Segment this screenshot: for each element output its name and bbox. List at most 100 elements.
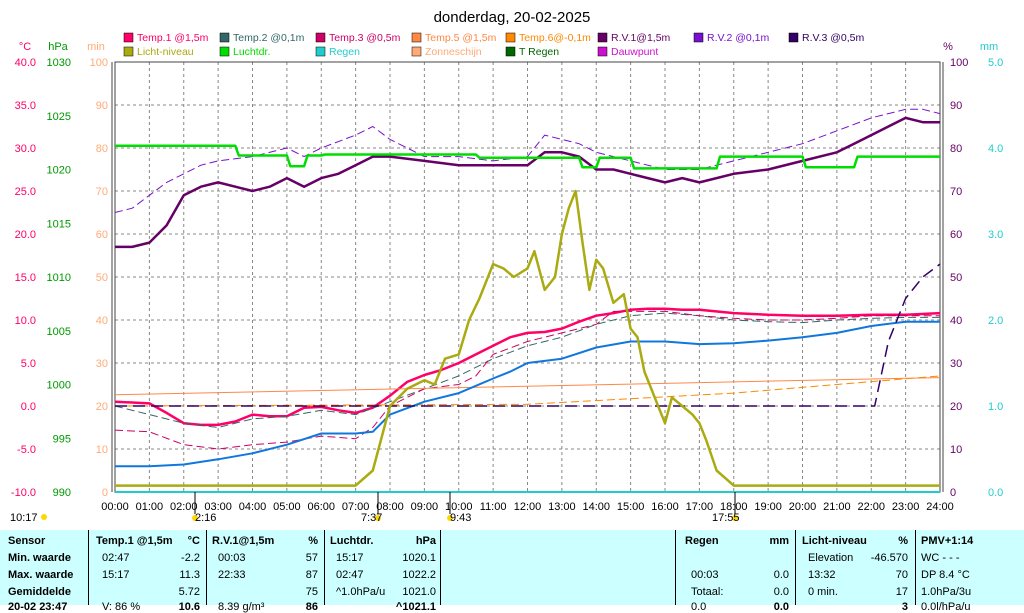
summary-table: Sensor Min. waarde Max. waarde Gemiddelde 20…: [0, 530, 1024, 613]
sun-event-label: 7:37: [361, 512, 382, 524]
sun-event-label: 10:17: [10, 512, 38, 524]
rv-unit: %: [308, 535, 318, 547]
y-tick-mm: 5.0: [988, 57, 1003, 69]
sun-event-label: 9:43: [450, 512, 471, 524]
regen-time: 00:03: [691, 569, 719, 581]
temp-time: 15:17: [102, 569, 130, 581]
pmv-row: DP 8.4 °C: [921, 569, 970, 581]
y-tick-mm: 4.0: [988, 143, 1003, 155]
table-divider: [795, 530, 796, 605]
temp-header: Temp.1 @1,5m: [96, 535, 173, 547]
y-tick-min: 50: [96, 272, 108, 284]
regen-unit: mm: [769, 535, 789, 547]
licht-value: 17: [895, 586, 908, 598]
table-divider: [915, 530, 916, 605]
druk-time: 02:47: [336, 569, 364, 581]
series-line: [115, 263, 941, 407]
x-tick-label: 14:00: [582, 501, 610, 513]
x-tick-label: 16:00: [651, 501, 679, 513]
y-tick-mm: 0.0: [988, 487, 1003, 499]
rv-value: 75: [305, 586, 318, 598]
y-tick-hpa: 1020: [47, 165, 71, 177]
x-tick-label: 24:00: [926, 501, 954, 513]
legend-swatch: [123, 32, 134, 43]
y-tick-hpa: 1010: [47, 272, 71, 284]
y-tick-min: 100: [90, 57, 108, 69]
legend-label: R.V.3 @0,5m: [802, 32, 864, 44]
x-tick-label: 05:00: [273, 501, 301, 513]
y-tick-pct: 80: [950, 143, 962, 155]
table-divider: [440, 530, 441, 605]
y-tick-pct: 20: [950, 401, 962, 413]
series-line: [115, 144, 940, 170]
x-tick-label: 13:00: [548, 501, 576, 513]
rv-value: 87: [305, 569, 318, 581]
unit-celsius: °C: [19, 41, 31, 53]
y-tick-temp_c: -5.0: [17, 444, 36, 456]
licht-header: Licht-niveau: [802, 535, 867, 547]
licht-value: 3: [901, 601, 908, 613]
weather-chart: donderdag, 20-02-2025 Temp.1 @1,5m Temp.2 …: [10, 9, 1003, 524]
regen-time: 0.0: [691, 601, 707, 613]
licht-time: 13:32: [808, 569, 836, 581]
x-tick-label: 00:00: [101, 501, 129, 513]
y-tick-min: 60: [96, 229, 108, 241]
sun-icon: [375, 515, 381, 521]
x-tick-label: 07:00: [342, 501, 370, 513]
druk-value: 1021.0: [402, 586, 436, 598]
table-divider: [324, 530, 325, 605]
sun-icon: [41, 514, 47, 520]
y-tick-temp_c: 35.0: [15, 100, 36, 112]
legend-label: Dauwpunt: [611, 46, 658, 58]
y-tick-mm: 3.0: [988, 229, 1003, 241]
y-tick-pct: 30: [950, 358, 962, 370]
regen-header: Regen: [685, 535, 719, 547]
series-line: [114, 307, 941, 427]
series-line: [114, 312, 940, 428]
legend-swatch: [315, 46, 326, 57]
legend-label: Regen: [329, 46, 360, 58]
chart-title: donderdag, 20-02-2025: [434, 9, 591, 26]
druk-unit: hPa: [415, 535, 436, 547]
y-tick-temp_c: 20.0: [15, 229, 36, 241]
rv-time: 00:03: [218, 552, 246, 564]
legend-swatch: [315, 32, 326, 43]
x-tick-label: 04:00: [239, 501, 267, 513]
x-tick-label: 17:00: [686, 501, 714, 513]
x-tick-label: 12:00: [514, 501, 542, 513]
legend-label: R.V.1@1,5m: [611, 32, 671, 44]
x-tick-label: 11:00: [480, 501, 507, 513]
x-tick-label: 08:00: [376, 501, 404, 513]
licht-value: 70: [895, 569, 908, 581]
y-tick-min: 20: [96, 401, 108, 413]
x-tick-label: 03:00: [204, 501, 232, 513]
regen-value: 0.0: [773, 569, 789, 581]
x-tick-label: 21:00: [823, 501, 851, 513]
series-line: [114, 375, 941, 407]
y-tick-temp_c: 40.0: [15, 57, 36, 69]
legend-label: R.V.2 @0,1m: [707, 32, 769, 44]
y-tick-pct: 90: [950, 100, 962, 112]
y-tick-temp_c: 10.0: [15, 315, 36, 327]
legend-swatch: [219, 46, 230, 57]
licht-time: Elevation: [808, 552, 854, 564]
temp-time: 02:47: [102, 552, 130, 564]
y-tick-mm: 1.0: [988, 401, 1003, 413]
regen-value: 0.0: [773, 601, 789, 613]
unit-mm: mm: [980, 41, 998, 53]
table-header: Sensor: [8, 535, 46, 547]
y-tick-hpa: 990: [53, 487, 71, 499]
y-tick-pct: 70: [950, 186, 962, 198]
y-tick-temp_c: 30.0: [15, 143, 36, 155]
x-tick-label: 01:00: [136, 501, 164, 513]
y-tick-temp_c: 25.0: [15, 186, 36, 198]
x-tick-label: 09:00: [411, 501, 439, 513]
x-tick-label: 19:00: [754, 501, 782, 513]
druk-time: ^1.0hPa/u: [336, 586, 386, 598]
plot-frame: [114, 61, 941, 493]
sun-icon: [732, 515, 738, 521]
y-tick-mm: 2.0: [988, 315, 1003, 327]
y-tick-temp_c: -10.0: [11, 487, 36, 499]
sun-event-label: 2:16: [195, 512, 216, 524]
rv-time: 8.39 g/m³: [218, 601, 265, 613]
